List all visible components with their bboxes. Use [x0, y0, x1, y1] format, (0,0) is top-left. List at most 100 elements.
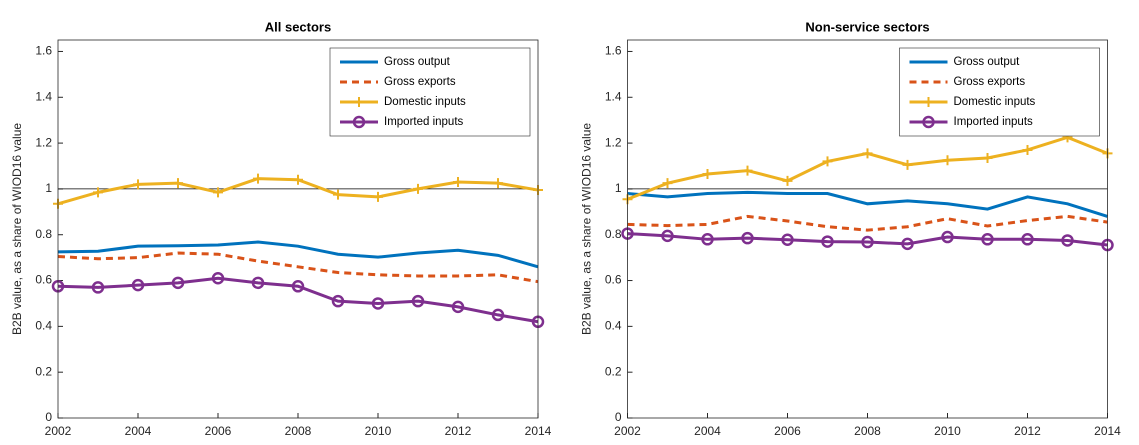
marker: [331, 294, 345, 308]
y-tick-label: 0.6: [35, 273, 52, 287]
legend-label: Gross output: [954, 56, 1021, 68]
panel: Non-service sectors B2B value, as a share…: [580, 19, 1121, 438]
legend-label: Domestic inputs: [384, 96, 466, 108]
legend-label: Imported inputs: [384, 116, 464, 128]
x-tick-label: 2012: [445, 424, 472, 438]
marker: [451, 300, 465, 314]
marker: [782, 175, 793, 186]
y-tick-label: 0.2: [605, 364, 622, 378]
legend-label: Gross output: [384, 56, 451, 68]
y-tick-label: 0.8: [605, 227, 622, 241]
marker: [742, 165, 753, 176]
panel: All sectors B2B value, as a share of WIOD…: [10, 19, 551, 438]
x-tick-label: 2010: [365, 424, 392, 438]
x-tick-label: 2014: [1094, 424, 1121, 438]
x-tick-label: 2010: [934, 424, 961, 438]
marker: [862, 148, 873, 159]
marker: [1061, 234, 1074, 247]
x-tick-label: 2008: [285, 424, 312, 438]
marker: [293, 174, 303, 185]
y-tick-label: 1: [45, 181, 52, 195]
marker: [982, 152, 993, 163]
legend-marker: [922, 115, 935, 129]
y-tick-label: 0: [615, 410, 622, 424]
marker: [901, 237, 914, 251]
axes-box: [627, 39, 1108, 419]
marker: [91, 281, 105, 294]
y-tick-label: 1: [615, 181, 622, 195]
marker: [493, 178, 503, 189]
marker: [661, 229, 674, 243]
x-tick-label: 2014: [525, 424, 552, 438]
legend-marker: [352, 115, 366, 129]
y-tick-label: 1.2: [605, 135, 622, 149]
y-axis-label: B2B value, as a share of WIOD16 value: [580, 123, 594, 335]
marker: [861, 235, 874, 249]
y-tick-label: 0.4: [35, 319, 52, 333]
chart-title: Non-service sectors: [805, 19, 929, 34]
y-tick-label: 1.4: [35, 89, 52, 103]
y-tick-label: 1.6: [35, 44, 52, 58]
legend-marker: [923, 97, 934, 107]
marker: [702, 169, 713, 180]
marker: [291, 280, 305, 293]
marker: [741, 231, 754, 245]
marker: [373, 191, 383, 202]
axes-box: [57, 39, 539, 419]
marker: [1021, 233, 1034, 246]
marker: [411, 294, 425, 308]
marker: [491, 308, 505, 322]
marker: [213, 187, 223, 198]
series-line: [57, 251, 539, 284]
y-tick-label: 0.6: [605, 273, 622, 287]
x-tick-label: 2006: [205, 424, 232, 438]
series-line: [626, 135, 1109, 201]
marker: [981, 233, 994, 246]
y-tick-label: 0: [45, 410, 52, 424]
legend-label: Domestic inputs: [954, 96, 1036, 108]
y-axis-label: B2B value, as a share of WIOD16 value: [10, 123, 24, 335]
marker: [821, 235, 834, 248]
marker: [662, 178, 673, 189]
legend-marker: [354, 97, 364, 107]
marker: [371, 297, 385, 310]
marker: [133, 179, 143, 190]
chart-title: All sectors: [265, 19, 331, 34]
marker: [251, 276, 265, 290]
y-tick-label: 1.4: [605, 89, 622, 103]
y-tick-label: 0.4: [605, 319, 622, 333]
legend-label: Gross exports: [384, 76, 456, 88]
marker: [941, 230, 954, 244]
marker: [1022, 144, 1033, 155]
series-line: [57, 276, 539, 324]
x-tick-label: 2012: [1014, 424, 1041, 438]
x-tick-label: 2004: [694, 424, 721, 438]
marker: [453, 177, 463, 188]
y-tick-label: 0.2: [35, 364, 52, 378]
marker: [93, 187, 103, 198]
marker: [211, 272, 225, 285]
marker: [171, 276, 185, 290]
y-tick-label: 1.2: [35, 135, 52, 149]
y-tick-label: 1.6: [605, 44, 622, 58]
x-tick-label: 2002: [614, 424, 641, 438]
x-tick-label: 2004: [125, 424, 152, 438]
x-tick-label: 2002: [45, 424, 72, 438]
marker: [131, 278, 145, 292]
marker: [173, 178, 183, 189]
x-tick-label: 2008: [854, 424, 881, 438]
series-line: [627, 214, 1108, 232]
legend-label: Gross exports: [954, 76, 1026, 88]
marker: [413, 183, 423, 194]
series-line: [627, 232, 1108, 247]
marker: [253, 173, 263, 184]
marker: [822, 156, 833, 167]
y-tick-label: 0.8: [35, 227, 52, 241]
series-line: [57, 240, 539, 269]
marker: [333, 189, 343, 200]
legend-label: Imported inputs: [954, 116, 1034, 128]
marker: [701, 233, 714, 246]
marker: [942, 155, 953, 166]
x-tick-label: 2006: [774, 424, 801, 438]
